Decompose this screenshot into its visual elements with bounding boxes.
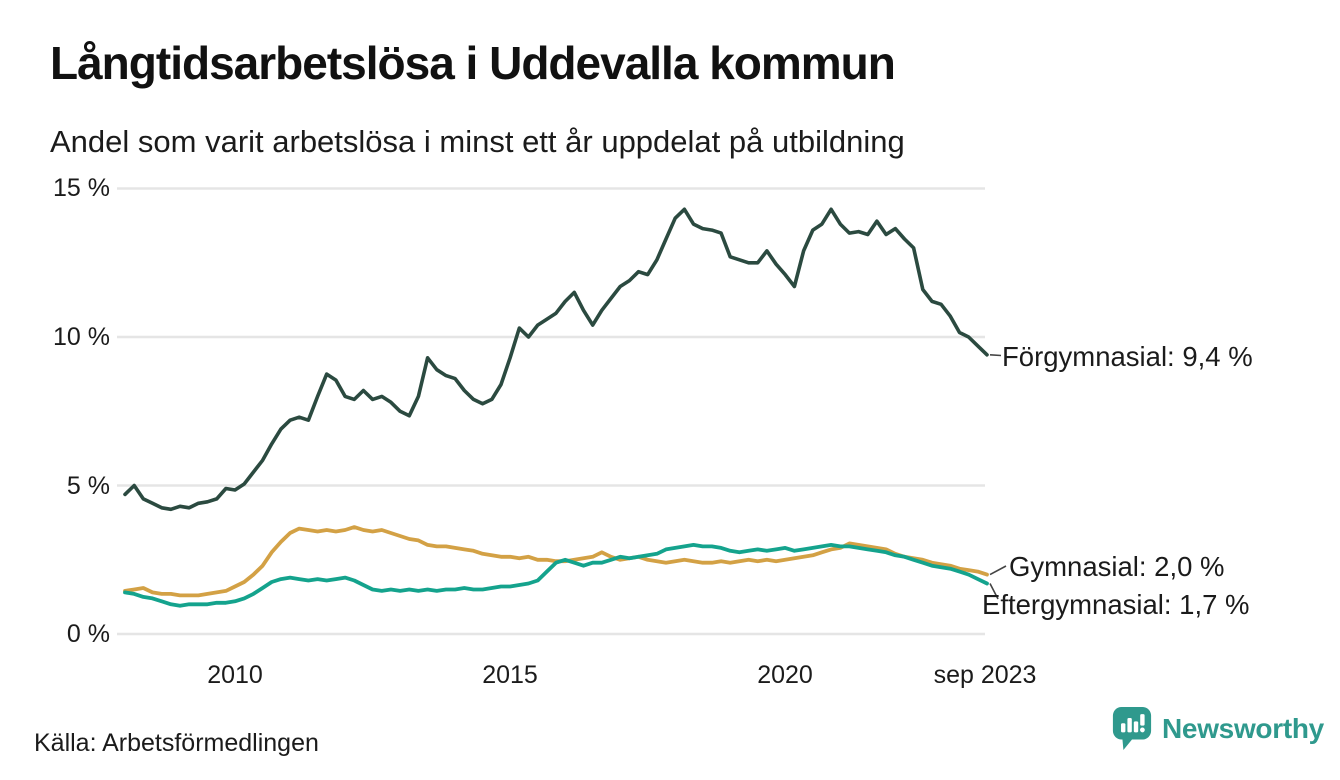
y-axis-tick-5: 5 % (66, 472, 110, 500)
x-axis-tick-2010: 2010 (207, 661, 263, 689)
chart-subtitle: Andel som varit arbetslösa i minst ett å… (50, 124, 905, 159)
source-credit: Källa: Arbetsförmedlingen (34, 729, 319, 757)
x-axis-tick-2015: 2015 (482, 661, 538, 689)
x-axis-tick-2020: 2020 (757, 661, 813, 689)
series-label-eftergymnasial: Eftergymnasial: 1,7 % (982, 589, 1250, 620)
series-label-gymnasial: Gymnasial: 2,0 % (1009, 551, 1225, 582)
y-axis-tick-15: 15 % (53, 174, 110, 202)
newsworthy-wordmark: Newsworthy (1162, 712, 1324, 744)
y-axis-tick-10: 10 % (53, 323, 110, 351)
series-line-eftergymnasial (123, 543, 989, 608)
x-axis-tick-sep-2023: sep 2023 (933, 661, 1037, 689)
label-leader-line (989, 583, 999, 600)
newsworthy-bubble-chart-icon (1112, 707, 1152, 750)
series-label-forgymnasial: Förgymnasial: 9,4 % (1002, 341, 1253, 372)
newsworthy-logo: Newsworthy (1111, 705, 1324, 752)
series-line-förgymnasial (123, 207, 989, 512)
page-title: Långtidsarbetslösa i Uddevalla kommun (50, 37, 896, 89)
y-axis-tick-0: 0 % (66, 620, 110, 648)
label-leader-line (989, 565, 1007, 576)
label-leader-line (989, 354, 1002, 357)
